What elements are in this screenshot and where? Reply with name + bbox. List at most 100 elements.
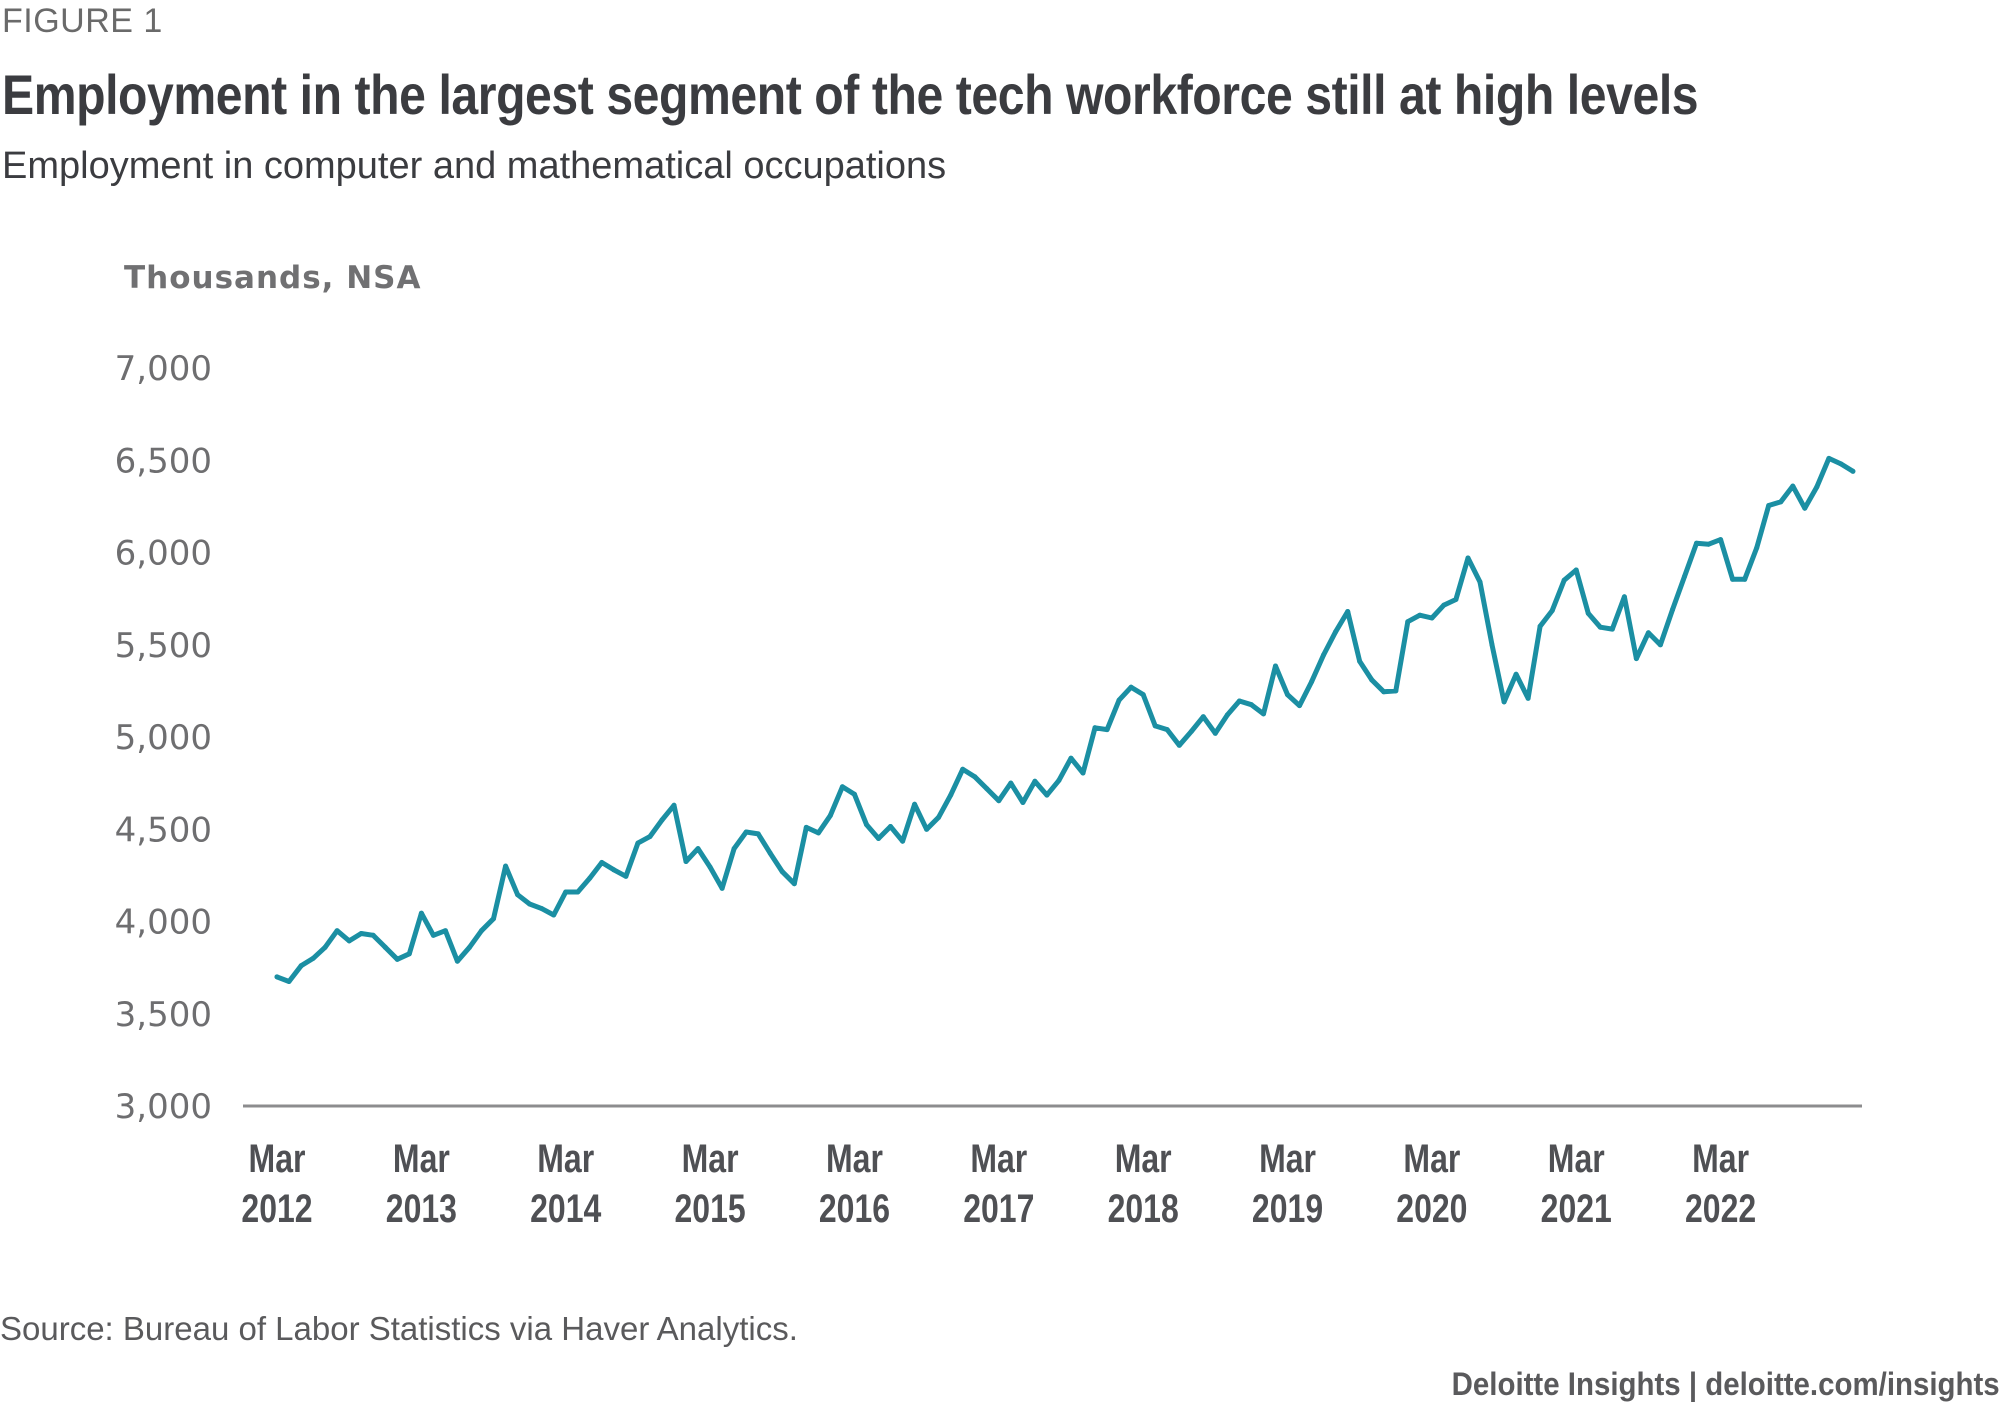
data-point xyxy=(1489,642,1495,648)
data-point xyxy=(695,846,701,852)
data-point xyxy=(960,766,966,772)
y-tick-label: 6,500 xyxy=(115,441,212,481)
data-point xyxy=(1116,697,1122,703)
data-point xyxy=(936,814,942,820)
data-point xyxy=(1585,610,1591,616)
data-point xyxy=(1441,602,1447,608)
x-tick-label: Mar 2018 xyxy=(1108,1136,1179,1231)
x-tick-year: 2018 xyxy=(1108,1186,1179,1231)
data-point xyxy=(972,774,978,780)
data-point xyxy=(1657,642,1663,648)
data-point xyxy=(864,822,869,828)
data-point xyxy=(1802,505,1808,511)
data-point xyxy=(1525,695,1531,701)
data-point xyxy=(1609,626,1615,632)
data-point xyxy=(948,792,954,798)
data-point xyxy=(755,831,761,837)
data-point xyxy=(1405,619,1411,625)
data-point xyxy=(491,916,496,922)
data-point xyxy=(827,812,833,818)
data-point xyxy=(1537,623,1543,629)
data-point xyxy=(1321,652,1327,658)
data-point xyxy=(1224,712,1230,718)
data-point xyxy=(334,928,340,934)
data-point xyxy=(467,944,472,950)
data-point xyxy=(1549,608,1555,614)
data-point xyxy=(1621,594,1627,600)
data-point xyxy=(1140,692,1146,698)
data-point xyxy=(1188,729,1194,734)
data-point xyxy=(479,928,484,934)
data-point xyxy=(1309,679,1315,685)
data-point xyxy=(635,840,641,846)
data-point xyxy=(1814,484,1820,490)
chart-title: Employment in the largest segment of the… xyxy=(2,63,1699,126)
y-tick-label: 5,000 xyxy=(115,718,212,758)
data-point xyxy=(1068,755,1074,761)
x-tick-label: Mar 2016 xyxy=(819,1136,890,1231)
data-point xyxy=(924,826,930,832)
x-tick-year: 2013 xyxy=(386,1186,457,1231)
data-point xyxy=(1297,703,1302,709)
y-tick-label: 4,500 xyxy=(115,810,212,850)
x-tick-month: Mar xyxy=(249,1136,306,1181)
data-point xyxy=(719,885,725,891)
data-point xyxy=(1152,723,1158,729)
data-point xyxy=(1742,576,1748,582)
y-tick-label: 7,000 xyxy=(115,349,212,389)
data-point xyxy=(1561,577,1567,583)
data-point xyxy=(1080,770,1086,776)
x-tick-month: Mar xyxy=(1115,1136,1172,1181)
data-point xyxy=(900,838,906,844)
data-point xyxy=(1333,629,1339,635)
data-point xyxy=(1501,699,1507,705)
data-point xyxy=(815,830,821,836)
x-tick-year: 2021 xyxy=(1541,1186,1612,1231)
x-tick-year: 2022 xyxy=(1685,1186,1756,1231)
x-tick-label: Mar 2019 xyxy=(1252,1136,1323,1231)
data-point xyxy=(1429,615,1435,621)
data-point xyxy=(1008,780,1014,786)
data-point xyxy=(1020,800,1026,805)
data-point xyxy=(683,859,689,864)
data-point xyxy=(527,901,533,907)
data-point xyxy=(442,928,448,934)
data-point xyxy=(647,834,653,840)
data-point xyxy=(1369,677,1375,683)
data-point xyxy=(996,798,1002,804)
data-point xyxy=(1453,597,1459,602)
x-tick-month: Mar xyxy=(1548,1136,1605,1181)
x-tick-label: Mar 2020 xyxy=(1396,1136,1467,1231)
data-point xyxy=(1273,663,1278,669)
data-point xyxy=(1754,545,1760,551)
x-tick-year: 2014 xyxy=(530,1186,601,1231)
data-point xyxy=(1044,792,1050,798)
x-tick-month: Mar xyxy=(826,1136,883,1181)
data-point xyxy=(1718,537,1724,543)
data-point xyxy=(1597,624,1603,630)
data-point xyxy=(274,974,280,980)
data-point xyxy=(767,850,773,856)
data-point xyxy=(382,944,388,950)
data-point xyxy=(1790,483,1796,489)
figure-label: FIGURE 1 xyxy=(2,2,163,40)
data-point xyxy=(791,881,797,887)
data-point xyxy=(1261,711,1266,717)
x-tick-month: Mar xyxy=(1259,1136,1316,1181)
x-tick-year: 2012 xyxy=(241,1186,312,1231)
line-chart: Thousands, NSA 3,000 3,500 4,000 4,500 5,000… xyxy=(115,260,1862,1231)
data-point xyxy=(503,863,509,869)
data-point xyxy=(1176,742,1182,748)
data-point xyxy=(515,892,521,898)
x-axis-ticks: Mar 2012 Mar 2013 Mar 2014 Mar 2015 Mar 2016 Mar 20… xyxy=(241,1136,1756,1231)
footer-credit: Deloitte Insights | deloitte.com/insight… xyxy=(1451,1366,2000,1402)
x-tick-label: Mar 2022 xyxy=(1685,1136,1756,1231)
data-point xyxy=(1633,656,1639,662)
data-points xyxy=(274,455,1856,984)
data-point xyxy=(1345,609,1351,614)
x-tick-month: Mar xyxy=(393,1136,450,1181)
data-point xyxy=(851,791,857,797)
x-tick-year: 2017 xyxy=(963,1186,1034,1231)
data-point xyxy=(394,956,400,962)
data-point xyxy=(1164,727,1170,733)
